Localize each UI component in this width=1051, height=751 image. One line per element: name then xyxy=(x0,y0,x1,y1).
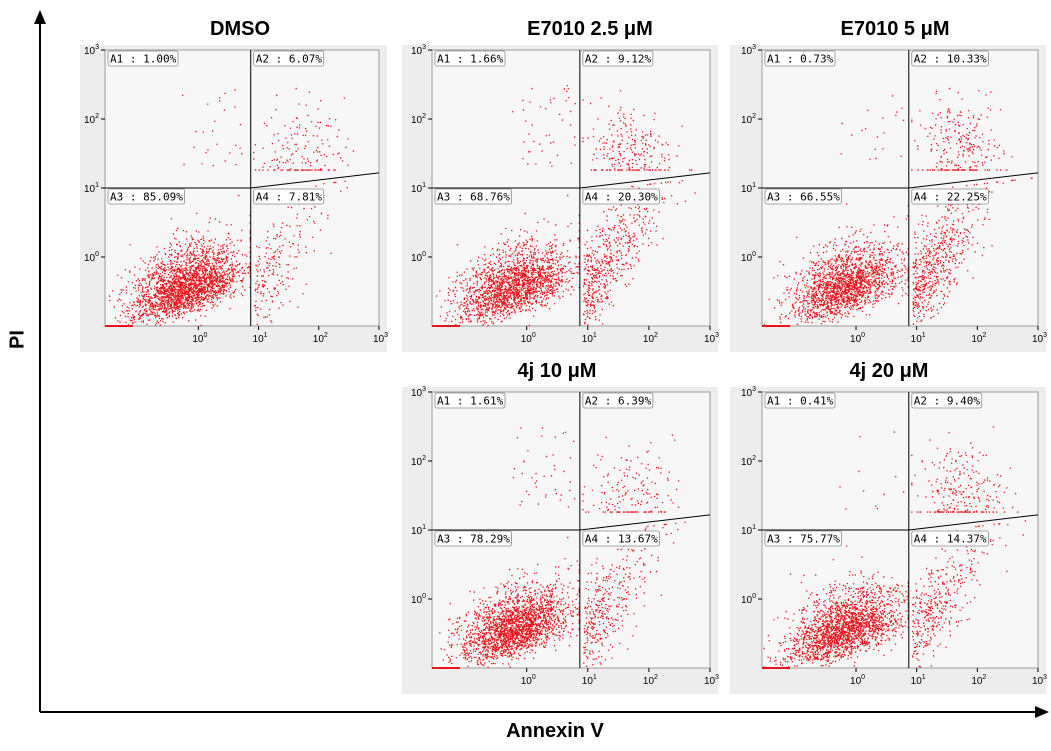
quadrant-label-box-a2 xyxy=(582,50,654,67)
panel-title-4j-20: 4j 20 μM xyxy=(849,360,929,382)
quadrant-label-a3: A3 : 66.55% xyxy=(767,191,840,204)
quadrant-label-a4: A4 : 14.37% xyxy=(914,533,987,546)
panel-title-e7010-5: E7010 5 μM xyxy=(840,18,950,40)
data-points xyxy=(439,427,686,668)
y-axis-arrow xyxy=(34,10,46,24)
scatter-points xyxy=(439,427,686,668)
quadrant-label-a1: A1 : 0.73% xyxy=(767,53,834,66)
quadrant-label-box-a3 xyxy=(764,530,842,547)
data-points xyxy=(435,85,696,327)
gate-horizontal-right xyxy=(579,514,711,531)
quadrant-label-box-a2 xyxy=(253,50,325,67)
quadrant-label-a1: A1 : 0.41% xyxy=(767,395,834,408)
quadrant-label-a1: A1 : 1.61% xyxy=(437,395,504,408)
scatter-panel-4j-20: A1 : 0.41% A2 : 9.40% A3 : 75.77% A4 : 14.3… xyxy=(730,386,1047,694)
scatter-points xyxy=(108,87,355,327)
x-axis-title: Annexin V xyxy=(506,720,604,742)
scatter-points xyxy=(435,85,696,327)
quadrant-label-box-a3 xyxy=(764,188,842,205)
quadrant-label-box-a2 xyxy=(582,392,654,409)
quadrant-label-a4: A4 : 13.67% xyxy=(585,533,658,546)
scatter-panel-e7010-2-5: A1 : 1.66% A2 : 9.12% A3 : 68.76% A4 : 20.3… xyxy=(402,44,719,352)
quadrant-label-a2: A2 : 9.12% xyxy=(585,53,652,66)
quadrant-label-box-a1 xyxy=(107,50,179,67)
quadrant-label-a1: A1 : 1.00% xyxy=(110,53,177,66)
quadrant-label-box-a1 xyxy=(764,392,836,409)
quadrant-label-a2: A2 : 6.07% xyxy=(256,53,323,66)
scatter-panel-dmso: A1 : 1.00% A2 : 6.07% A3 : 85.09% A4 : 7.81… xyxy=(80,44,388,352)
gate-horizontal-right xyxy=(579,172,711,189)
quadrant-label-box-a2 xyxy=(911,392,983,409)
scatter-panel-e7010-5: A1 : 0.73% A2 : 10.33% A3 : 66.55% A4 : 22.… xyxy=(730,44,1047,352)
quadrant-label-box-a4 xyxy=(911,188,989,205)
panel-title-e7010-2-5: E7010 2.5 μM xyxy=(527,18,653,40)
x-axis-arrow xyxy=(1035,706,1049,718)
quadrant-label-box-a3 xyxy=(434,530,512,547)
quadrant-label-a4: A4 : 7.81% xyxy=(256,191,323,204)
quadrant-label-box-a4 xyxy=(911,530,989,547)
panel-title-4j-10: 4j 10 μM xyxy=(517,360,597,382)
quadrant-label-a2: A2 : 9.40% xyxy=(914,395,981,408)
panel-title-dmso: DMSO xyxy=(210,18,270,40)
scatter-points xyxy=(763,87,1033,326)
scatter-panel-4j-10: A1 : 1.61% A2 : 6.39% A3 : 78.29% A4 : 13.6… xyxy=(402,386,719,694)
quadrant-label-a4: A4 : 20.30% xyxy=(585,191,658,204)
gate-horizontal-right xyxy=(250,172,380,189)
quadrant-label-box-a4 xyxy=(253,188,325,205)
quadrant-label-a3: A3 : 68.76% xyxy=(437,191,510,204)
quadrant-label-box-a3 xyxy=(107,188,185,205)
quadrant-label-box-a1 xyxy=(434,50,506,67)
quadrant-label-box-a3 xyxy=(434,188,512,205)
gate-horizontal-right xyxy=(908,172,1039,189)
quadrant-label-a3: A3 : 78.29% xyxy=(437,533,510,546)
quadrant-label-box-a2 xyxy=(911,50,989,67)
data-points xyxy=(108,87,355,327)
quadrant-label-a3: A3 : 85.09% xyxy=(110,191,183,204)
quadrant-label-box-a1 xyxy=(434,392,506,409)
data-points xyxy=(763,87,1033,326)
quadrant-label-a3: A3 : 75.77% xyxy=(767,533,840,546)
quadrant-label-box-a4 xyxy=(582,188,660,205)
quadrant-label-a4: A4 : 22.25% xyxy=(914,191,987,204)
quadrant-label-a1: A1 : 1.66% xyxy=(437,53,504,66)
quadrant-label-box-a4 xyxy=(582,530,660,547)
quadrant-label-box-a1 xyxy=(764,50,836,67)
gate-horizontal-right xyxy=(908,514,1039,531)
quadrant-label-a2: A2 : 10.33% xyxy=(914,53,987,66)
scatter-points xyxy=(763,426,1026,668)
quadrant-label-a2: A2 : 6.39% xyxy=(585,395,652,408)
y-axis-title: PI xyxy=(6,330,29,349)
data-points xyxy=(763,426,1026,668)
